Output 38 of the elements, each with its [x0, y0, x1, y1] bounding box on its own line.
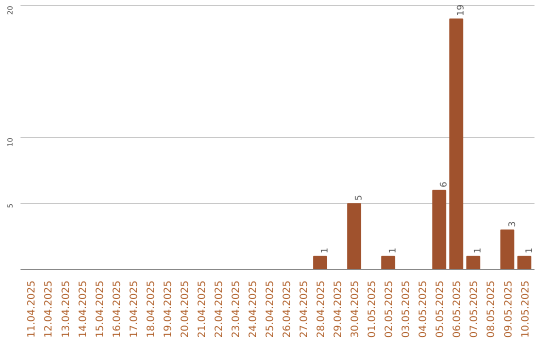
x-tick-label: 10.05.2025: [520, 280, 532, 338]
x-tick-label: 03.05.2025: [401, 280, 412, 338]
x-tick-label: 11.04.2025: [26, 280, 38, 338]
x-tick-label: 22.04.2025: [214, 280, 225, 338]
x-tick-label: 26.04.2025: [282, 280, 294, 338]
x-tick-label: 08.05.2025: [486, 280, 498, 338]
x-tick-label: 14.04.2025: [78, 280, 89, 338]
x-tick-label: 09.05.2025: [503, 280, 514, 338]
x-tick-label: 29.04.2025: [333, 280, 344, 338]
data-label: 5: [354, 194, 365, 201]
x-tick-label: 20.04.2025: [180, 280, 191, 338]
x-tick-label: 07.05.2025: [469, 280, 480, 338]
data-label: 19: [456, 4, 467, 16]
x-tick-label: 13.04.2025: [60, 280, 72, 338]
data-label: 6: [440, 181, 450, 188]
x-tick-label: 06.05.2025: [452, 280, 464, 338]
x-tick-label: 21.04.2025: [196, 280, 208, 338]
data-label: 3: [508, 221, 518, 227]
x-tick-label: 30.04.2025: [350, 280, 362, 338]
x-tick-label: 12.04.2025: [44, 280, 55, 338]
x-tick-label: 05.05.2025: [435, 280, 446, 338]
x-tick-label: 28.04.2025: [316, 280, 328, 338]
x-tick-label: 23.04.2025: [230, 280, 242, 338]
x-tick-label: 19.04.2025: [162, 280, 174, 338]
x-tick-label: 18.04.2025: [146, 280, 157, 338]
x-tick-label: 17.04.2025: [128, 280, 140, 338]
x-tick-label: 02.05.2025: [384, 280, 396, 338]
data-label: 1: [388, 248, 399, 254]
x-tick-label: 16.04.2025: [112, 280, 123, 338]
x-tick-label: 25.04.2025: [264, 280, 276, 338]
data-label: 1: [524, 248, 535, 254]
x-tick-label: 15.04.2025: [94, 280, 106, 338]
data-label: 1: [320, 248, 331, 254]
x-tick-label: 24.04.2025: [248, 280, 259, 338]
x-tick-label: 01.05.2025: [367, 280, 378, 338]
data-label: 1: [474, 248, 484, 254]
x-tick-label: 27.04.2025: [299, 280, 310, 338]
x-tick-label: 04.05.2025: [418, 280, 430, 338]
